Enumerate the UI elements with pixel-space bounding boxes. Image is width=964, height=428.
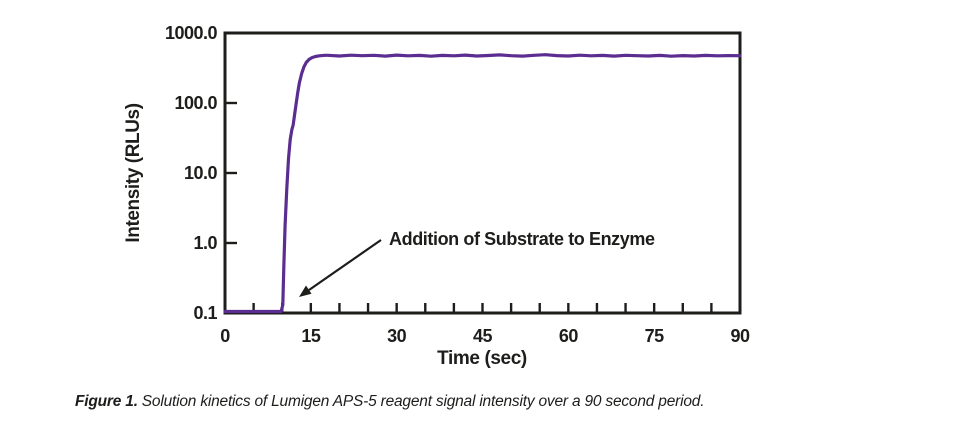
x-tick-label: 60 [559, 326, 579, 346]
x-tick-label: 15 [301, 326, 321, 346]
x-tick-label: 75 [645, 326, 665, 346]
annotation-label: Addition of Substrate to Enzyme [389, 229, 655, 249]
figure-caption: Figure 1. Solution kinetics of Lumigen AP… [75, 393, 704, 411]
figure-caption-label: Figure 1. [75, 393, 138, 410]
x-axis-tick-labels: 0 15 30 45 60 75 90 [220, 326, 750, 346]
signal-curve [223, 53, 742, 314]
kinetics-chart: 0 15 30 45 60 75 90 0.1 1.0 10.0 100.0 1000.0 Addi… [123, 23, 750, 369]
y-tick-label: 1000.0 [165, 23, 218, 43]
y-axis-title: Intensity (RLUs) [123, 103, 144, 242]
x-axis-title: Time (sec) [437, 348, 527, 369]
x-axis-ticks [252, 303, 713, 312]
y-tick-label: 0.1 [193, 303, 217, 323]
plot-frame [223, 31, 742, 315]
y-axis-ticks [226, 101, 237, 245]
figure-caption-text: Solution kinetics of Lumigen APS-5 reage… [141, 393, 705, 410]
x-tick-label: 30 [387, 326, 407, 346]
x-tick-label: 45 [473, 326, 493, 346]
y-axis-tick-labels: 0.1 1.0 10.0 100.0 1000.0 [165, 23, 218, 323]
y-tick-label: 10.0 [184, 163, 218, 183]
annotation-arrow [299, 239, 382, 297]
x-tick-label: 90 [730, 326, 750, 346]
y-tick-label: 1.0 [193, 233, 217, 253]
y-tick-label: 100.0 [174, 93, 217, 113]
x-tick-label: 0 [220, 326, 230, 346]
